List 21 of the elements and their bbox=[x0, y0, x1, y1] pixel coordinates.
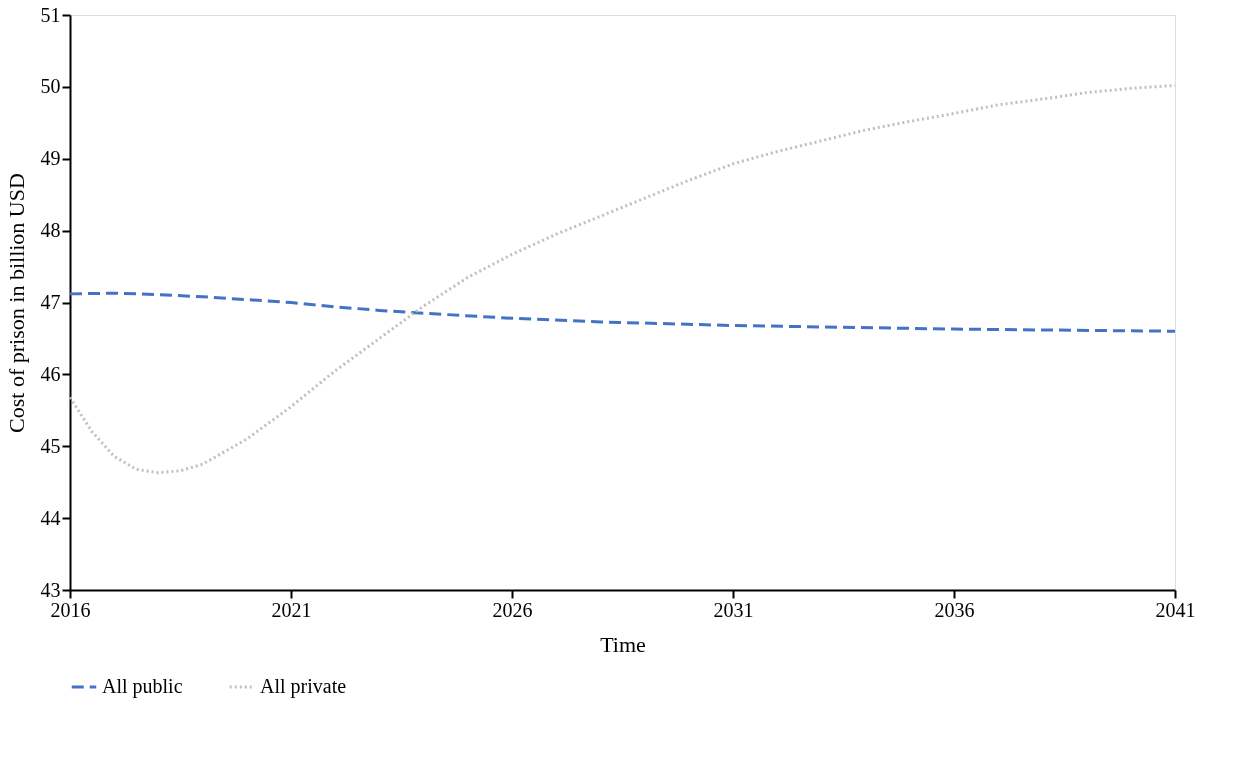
legend-label: All public bbox=[102, 675, 183, 698]
x-axis-title: Time bbox=[600, 631, 646, 657]
line-series bbox=[68, 291, 1177, 333]
x-tick-label: 2036 bbox=[934, 598, 975, 621]
x-tick-label: 2031 bbox=[713, 598, 754, 621]
x-tick-label: 2026 bbox=[492, 598, 533, 621]
x-tick-label: 2016 bbox=[50, 598, 91, 621]
y-tick-label: 45 bbox=[40, 434, 61, 457]
y-tick-label: 50 bbox=[40, 75, 61, 98]
y-tick-label: 43 bbox=[40, 578, 61, 601]
y-tick-label: 49 bbox=[40, 147, 61, 170]
y-tick-label: 47 bbox=[40, 291, 61, 313]
y-axis-title: Cost of prison in billion USD bbox=[3, 173, 29, 433]
y-tick-label: 44 bbox=[40, 506, 61, 529]
y-tick-label: 51 bbox=[40, 3, 61, 26]
legend-label: All private bbox=[260, 675, 347, 698]
y-tick-label: 46 bbox=[40, 362, 61, 385]
y-tick-label: 48 bbox=[40, 219, 61, 242]
line-series bbox=[68, 83, 1177, 475]
x-tick-label: 2021 bbox=[271, 598, 312, 621]
x-tick-label: 2041 bbox=[1155, 598, 1196, 621]
